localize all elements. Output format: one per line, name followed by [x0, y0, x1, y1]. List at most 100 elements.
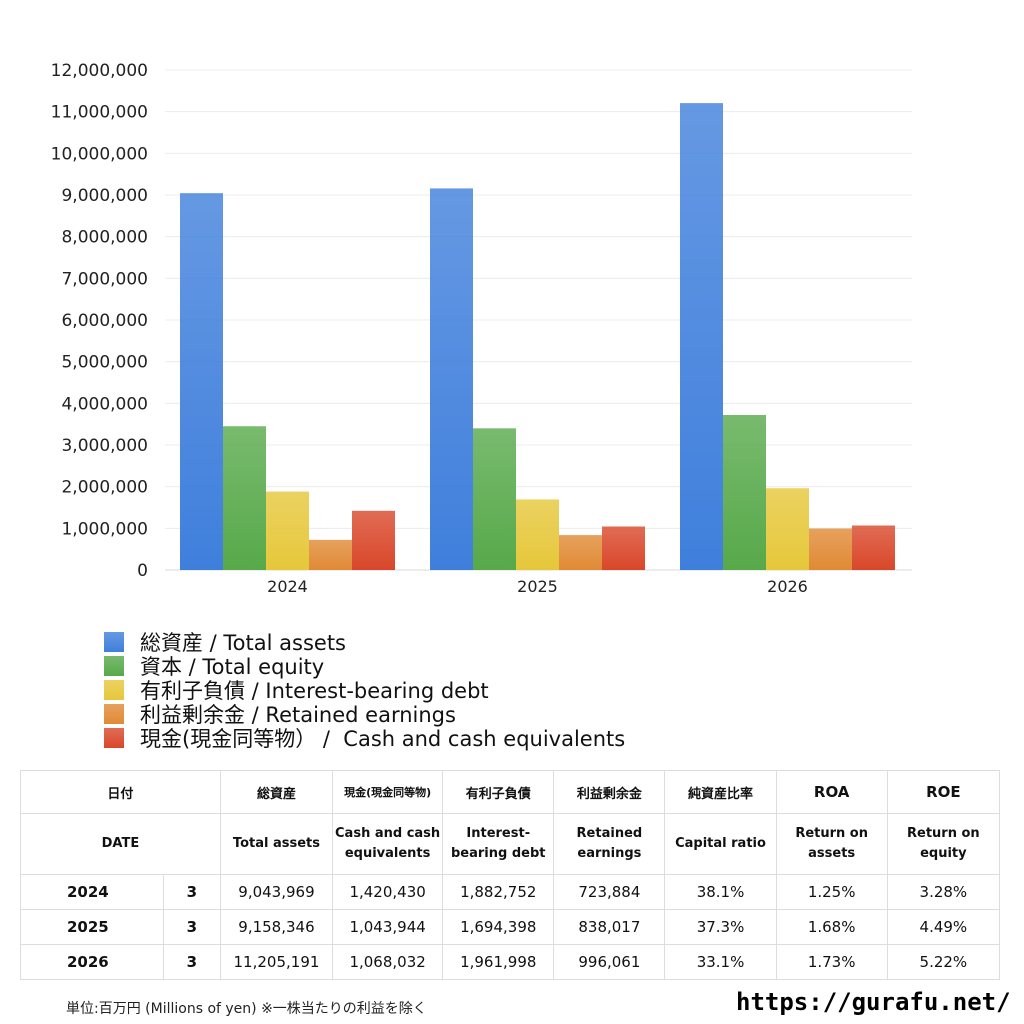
header-row-en: DATE Total assets Cash and cash equivale…: [20, 813, 1001, 875]
y-tick-label: 12,000,000: [51, 61, 148, 81]
y-tick-label: 6,000,000: [61, 311, 148, 331]
legend-item: 資本 / Total equity: [104, 654, 625, 679]
legend-label: 総資産 / Total assets: [140, 631, 346, 655]
table-row: 2024 3 9,043,969 1,420,430 1,882,752 723…: [20, 874, 1001, 910]
site-url-link[interactable]: https://gurafu.net/: [736, 988, 1011, 1016]
bars: [180, 103, 895, 571]
y-tick-label: 8,000,000: [61, 228, 148, 248]
legend-label: 利益剰余金 / Retained earnings: [140, 703, 456, 727]
y-tick-label: 9,000,000: [61, 186, 148, 206]
bar: [430, 188, 473, 570]
bar: [723, 415, 766, 570]
header-total-assets-en: Total assets: [219, 813, 334, 875]
y-tick-label: 3,000,000: [61, 436, 148, 456]
cell-retained: 723,884: [553, 874, 666, 910]
cell-year: 2024: [20, 874, 164, 910]
bar: [602, 526, 645, 570]
bar: [352, 510, 395, 570]
header-roe: ROE: [886, 770, 1001, 814]
header-debt-en: Interest-bearing debt: [442, 813, 555, 875]
cell-roe: 4.49%: [886, 909, 1001, 945]
cell-roe: 5.22%: [886, 944, 1001, 980]
cell-year: 2025: [20, 909, 164, 945]
cell-month: 3: [162, 944, 221, 980]
cell-year: 2026: [20, 944, 164, 980]
cell-capital-ratio: 38.1%: [664, 874, 777, 910]
legend-swatch: [104, 632, 124, 652]
cell-roa: 1.25%: [775, 874, 888, 910]
table-row: 2025 3 9,158,346 1,043,944 1,694,398 838…: [20, 909, 1001, 945]
bar: [559, 535, 602, 570]
cell-cash: 1,420,430: [332, 874, 444, 910]
bar: [809, 528, 852, 570]
legend-label: 現金(現金同等物） / Cash and cash equivalents: [140, 727, 626, 751]
y-tick-label: 11,000,000: [51, 103, 148, 123]
x-tick-label: 2025: [517, 577, 558, 596]
y-tick-label: 2,000,000: [61, 478, 148, 498]
cell-capital-ratio: 33.1%: [664, 944, 777, 980]
header-date-jp: 日付: [20, 770, 221, 814]
header-roe-en: Return on equity: [886, 813, 1001, 875]
bar: [473, 428, 516, 570]
cell-roa: 1.73%: [775, 944, 888, 980]
legend-swatch: [104, 704, 124, 724]
cell-month: 3: [162, 874, 221, 910]
cell-total-assets: 9,043,969: [219, 874, 334, 910]
legend-swatch: [104, 680, 124, 700]
cell-capital-ratio: 37.3%: [664, 909, 777, 945]
bar: [852, 525, 895, 570]
bar-chart: 0 1,000,000 2,000,000 3,000,000 4,000,000 5,0…: [51, 61, 912, 596]
x-tick-label: 2026: [767, 577, 808, 596]
header-capital-ratio-jp: 純資産比率: [664, 770, 777, 814]
cell-debt: 1,961,998: [442, 944, 555, 980]
legend-label: 資本 / Total equity: [140, 655, 325, 679]
legend-label: 有利子負債 / Interest-bearing debt: [140, 679, 489, 703]
bar: [180, 193, 223, 570]
cell-cash: 1,068,032: [332, 944, 444, 980]
header-total-assets-jp: 総資産: [219, 770, 334, 814]
cell-roe: 3.28%: [886, 874, 1001, 910]
cell-total-assets: 9,158,346: [219, 909, 334, 945]
x-axis-ticks: 2024 2025 2026: [267, 577, 808, 596]
header-cash-jp: 現金(現金同等物): [332, 770, 444, 814]
cell-debt: 1,694,398: [442, 909, 555, 945]
unit-note: 単位:百万円 (Millions of yen) ※一株当たりの利益を除く: [66, 1001, 427, 1017]
header-retained-en: Retained earnings: [553, 813, 666, 875]
header-roa: ROA: [775, 770, 888, 814]
header-cash-en: Cash and cash equivalents: [332, 813, 444, 875]
x-tick-label: 2024: [267, 577, 308, 596]
header-date-en: DATE: [20, 813, 221, 875]
table-row: 2026 3 11,205,191 1,068,032 1,961,998 99…: [20, 944, 1001, 980]
bar: [309, 539, 352, 570]
cell-retained: 996,061: [553, 944, 666, 980]
bar: [223, 426, 266, 570]
chart-legend: 総資産 / Total assets 資本 / Total equity 有利子負債…: [104, 630, 626, 751]
header-roa-en: Return on assets: [775, 813, 888, 875]
header-capital-ratio-en: Capital ratio: [664, 813, 777, 875]
cell-roa: 1.68%: [775, 909, 888, 945]
grid-lines: [165, 69, 912, 571]
header-retained-jp: 利益剰余金: [553, 770, 666, 814]
y-tick-label: 5,000,000: [61, 353, 148, 373]
financial-table: 日付 総資産 現金(現金同等物) 有利子負債 利益剰余金 純資産比率 ROA R…: [20, 770, 1001, 980]
cell-retained: 838,017: [553, 909, 666, 945]
y-tick-label: 4,000,000: [61, 394, 148, 414]
cell-cash: 1,043,944: [332, 909, 444, 945]
bar: [680, 103, 723, 571]
legend-swatch: [104, 656, 124, 676]
bar: [516, 499, 559, 570]
header-row-jp: 日付 総資産 現金(現金同等物) 有利子負債 利益剰余金 純資産比率 ROA R…: [20, 770, 1001, 814]
bar: [766, 488, 809, 570]
bar: [266, 491, 309, 570]
y-tick-label: 7,000,000: [61, 269, 148, 289]
legend-swatch: [104, 728, 124, 748]
legend-item: 現金(現金同等物） / Cash and cash equivalents: [104, 726, 626, 751]
y-tick-label: 1,000,000: [61, 519, 148, 539]
y-tick-label: 0: [137, 561, 148, 581]
legend-item: 総資産 / Total assets: [104, 630, 625, 655]
cell-debt: 1,882,752: [442, 874, 555, 910]
y-axis-ticks: 0 1,000,000 2,000,000 3,000,000 4,000,000 5,0…: [51, 61, 148, 581]
legend-item: 利益剰余金 / Retained earnings: [104, 702, 625, 727]
cell-total-assets: 11,205,191: [219, 944, 334, 980]
y-tick-label: 10,000,000: [51, 144, 148, 164]
